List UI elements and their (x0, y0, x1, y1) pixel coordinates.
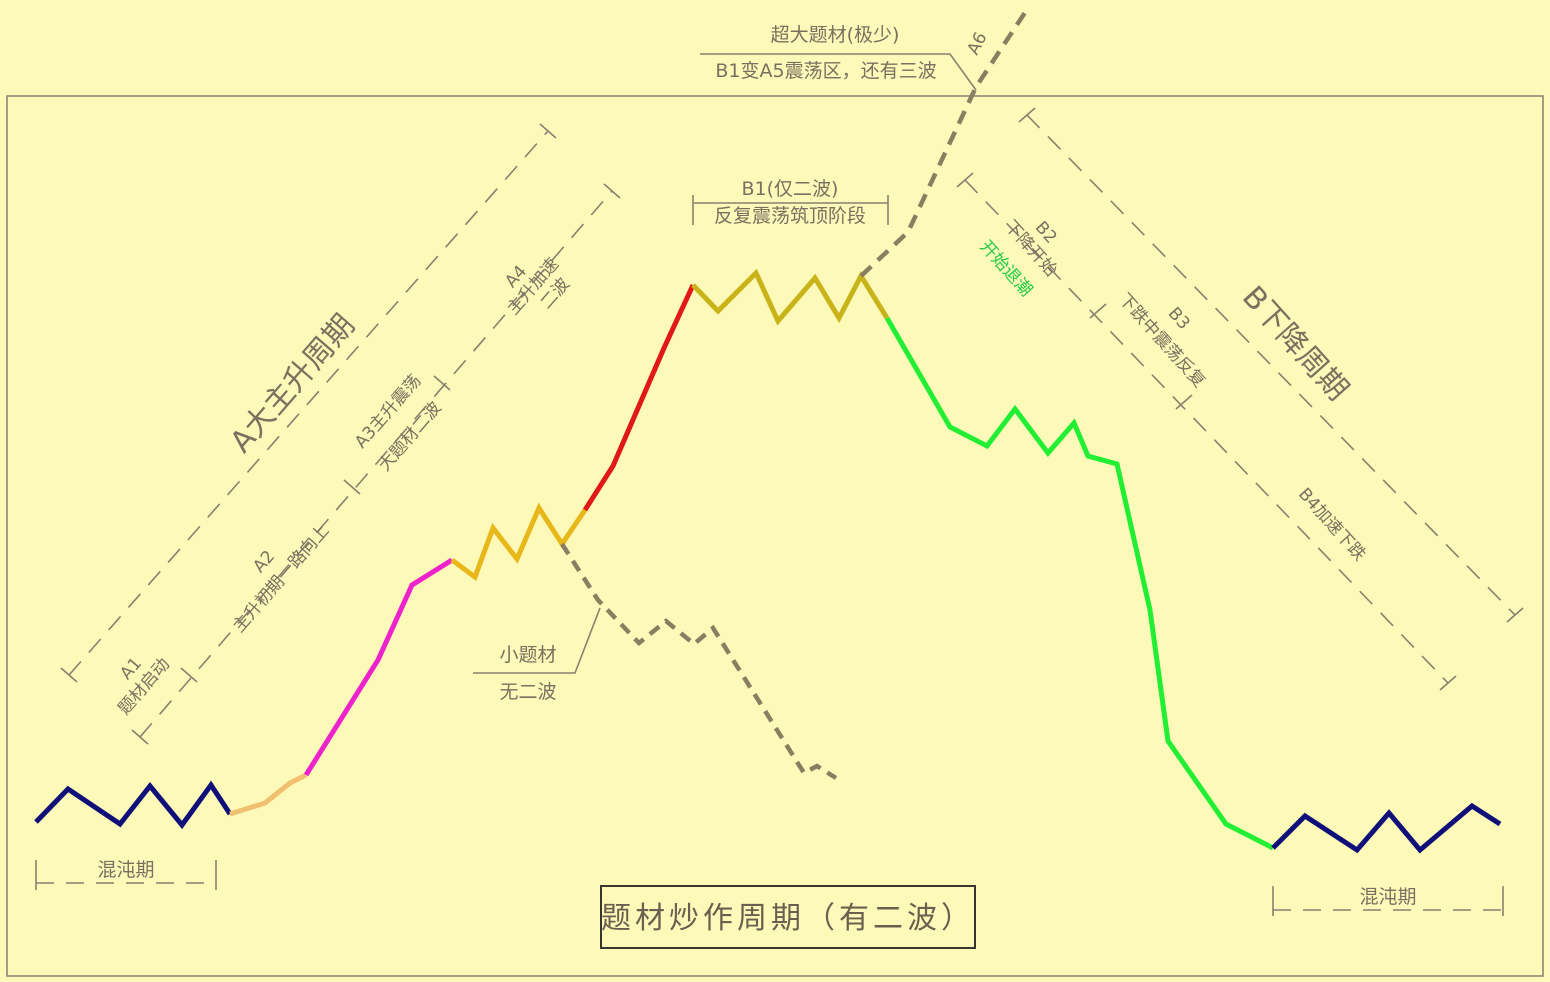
no-second-wave-label: 无二波 (499, 681, 556, 703)
a-phase-tick-1 (131, 729, 149, 745)
b-phase-tick-4 (1439, 675, 1457, 691)
b1-segment (691, 268, 890, 326)
b-cycle-tick-end (1506, 607, 1524, 623)
small-topic-label: 小题材 (499, 644, 556, 666)
a-cycle-tick-start (60, 667, 78, 683)
b-phase-tick-2 (1089, 303, 1107, 319)
super-topic-label: 超大题材(极少) (771, 24, 900, 46)
a-phase-tick-5 (603, 183, 621, 199)
a2-desc-label: 主升初期一路向上 (229, 521, 333, 637)
a4-segment (582, 283, 696, 512)
a-cycle-label: A大主升周期 (224, 308, 362, 460)
b-phase-tick-3 (1175, 394, 1193, 410)
super-desc-label: B1变A5震荡区，还有三波 (715, 60, 936, 82)
b-phase-dim (964, 179, 1449, 684)
a1-segment (229, 772, 308, 817)
chaos-right-label: 混沌期 (1359, 886, 1416, 908)
chaos-right-line (1271, 802, 1502, 854)
a6-label: A6 (964, 29, 992, 58)
b3-code-label: B3 (1164, 304, 1194, 334)
a-phase-dim (139, 190, 613, 738)
b1-code-label: B1(仅二波) (742, 178, 839, 200)
b1-desc-label: 反复震荡筑顶阶段 (714, 205, 866, 227)
diagram-frame (6, 95, 1544, 977)
b-cycle-label: B下降周期 (1235, 280, 1355, 408)
chaos-left-line (34, 780, 233, 830)
small-topic-path (560, 542, 838, 780)
b-phase-tick-1 (956, 172, 974, 188)
a-phase-tick-3 (343, 479, 361, 495)
b2-b4-segment (884, 316, 1275, 851)
a2-segment (303, 557, 454, 777)
title-box: 题材炒作周期（有二波） (600, 885, 976, 949)
b4-desc-label: B4加速下跌 (1294, 484, 1369, 565)
a-cycle-tick-end (539, 123, 557, 139)
chaos-left-label: 混沌期 (97, 859, 154, 881)
a-phase-tick-4 (433, 375, 451, 391)
b-cycle-tick-start (1018, 107, 1036, 123)
a3-segment (450, 502, 588, 581)
b3-desc-label: 下跌中震荡反复 (1114, 290, 1208, 392)
super-topic-leader (700, 53, 977, 91)
a-cycle-dim (68, 130, 549, 676)
small-topic-leader (473, 607, 601, 674)
b-cycle-dim (1026, 114, 1516, 616)
diagram-title: 题材炒作周期（有二波） (601, 901, 975, 936)
a6-path (859, 9, 1028, 278)
a-phase-tick-2 (180, 667, 198, 683)
